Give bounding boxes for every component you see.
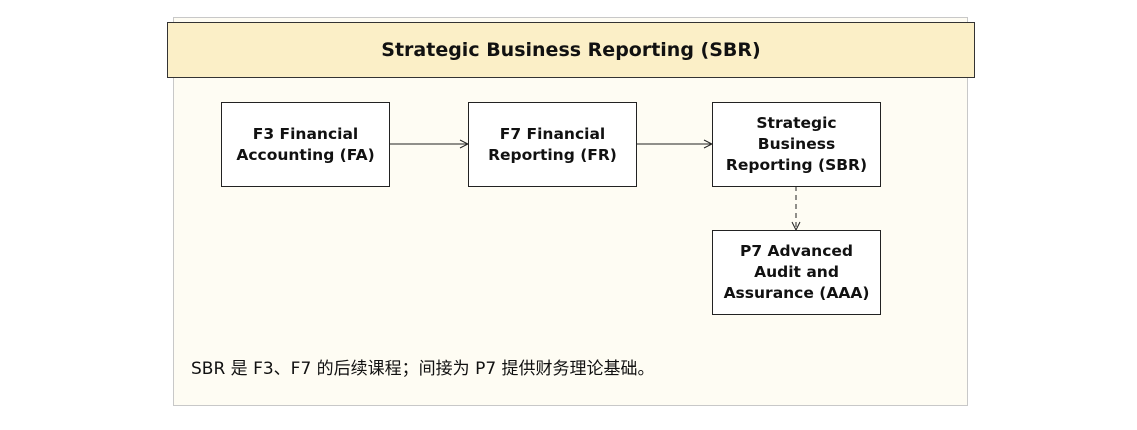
node-p7: P7 Advanced Audit and Assurance (AAA) <box>712 230 881 315</box>
node-f7: F7 Financial Reporting (FR) <box>468 102 637 187</box>
note-text: SBR 是 F3、F7 的后续课程；间接为 P7 提供财务理论基础。 <box>191 359 655 379</box>
node-sbr: Strategic Business Reporting (SBR) <box>712 102 881 187</box>
diagram-title: Strategic Business Reporting (SBR) <box>167 22 975 78</box>
diagram-panel <box>173 17 968 406</box>
node-f3: F3 Financial Accounting (FA) <box>221 102 390 187</box>
